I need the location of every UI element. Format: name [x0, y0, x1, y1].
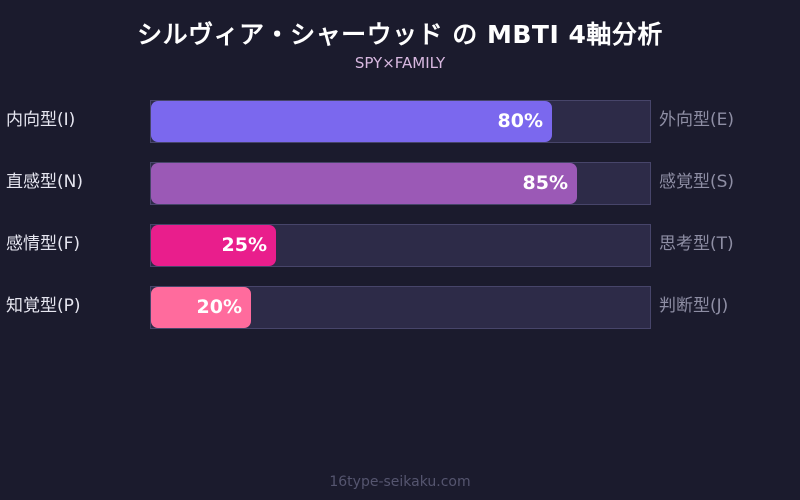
site-footer: 16type-seikaku.com	[329, 474, 471, 490]
left-label: 感情型(F)	[6, 234, 81, 254]
axis-row-ft: 感情型(F) 25% 思考型(T)	[0, 224, 800, 267]
bar-fill: 85%	[151, 163, 577, 204]
axis-row-ns: 直感型(N) 85% 感覚型(S)	[0, 162, 800, 205]
chart-subtitle: SPY×FAMILY	[354, 54, 446, 72]
right-label: 感覚型(S)	[659, 172, 735, 192]
percent-label: 85%	[522, 172, 568, 194]
bar-fill: 80%	[151, 101, 552, 142]
axis-row-ie: 内向型(I) 80% 外向型(E)	[0, 100, 800, 143]
bar-track: 85%	[150, 162, 651, 205]
percent-label: 20%	[196, 296, 242, 318]
bar-fill: 20%	[151, 287, 251, 328]
left-label: 知覚型(P)	[6, 296, 81, 316]
right-label: 思考型(T)	[659, 234, 734, 254]
bar-fill: 25%	[151, 225, 276, 266]
chart-title: シルヴィア・シャーウッド の MBTI 4軸分析	[137, 20, 663, 49]
left-label: 直感型(N)	[6, 172, 83, 192]
percent-label: 25%	[221, 234, 267, 256]
right-label: 外向型(E)	[659, 110, 735, 130]
axis-row-pj: 知覚型(P) 20% 判断型(J)	[0, 286, 800, 329]
bar-track: 80%	[150, 100, 651, 143]
percent-label: 80%	[497, 110, 543, 132]
bar-track: 20%	[150, 286, 651, 329]
right-label: 判断型(J)	[659, 296, 729, 316]
bar-track: 25%	[150, 224, 651, 267]
left-label: 内向型(I)	[6, 110, 76, 130]
